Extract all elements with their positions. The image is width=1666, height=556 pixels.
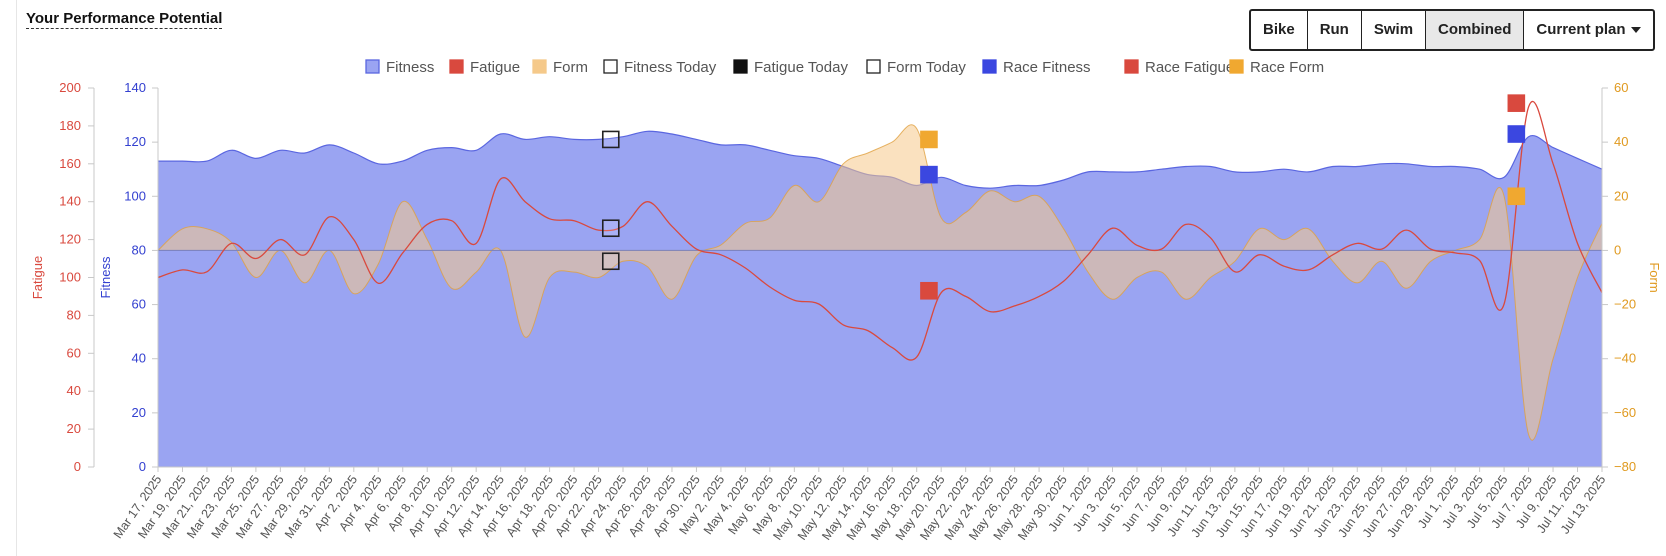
legend-item-form-today: Form Today bbox=[887, 59, 966, 76]
run-button[interactable]: Run bbox=[1308, 11, 1362, 49]
fatigue-tick-label: 180 bbox=[59, 118, 81, 133]
form-tick-label: 0 bbox=[1614, 242, 1621, 257]
form-tick-label: 20 bbox=[1614, 188, 1628, 203]
combined-button[interactable]: Combined bbox=[1426, 11, 1525, 49]
race-fitness-marker bbox=[1507, 125, 1526, 143]
legend-item-race-form: Race Form bbox=[1250, 59, 1324, 76]
fatigue-tick-label: 20 bbox=[67, 421, 81, 436]
form-axis-title: Form bbox=[1647, 262, 1662, 292]
fatigue-tick-label: 100 bbox=[59, 270, 81, 285]
fitness-tick-label: 140 bbox=[124, 80, 146, 95]
form-tick-label: −40 bbox=[1614, 351, 1636, 366]
fatigue-tick-label: 80 bbox=[67, 307, 81, 322]
form-tick-label: −60 bbox=[1614, 405, 1636, 420]
page-title: Your Performance Potential bbox=[26, 10, 223, 29]
fitness-tick-label: 80 bbox=[132, 242, 146, 257]
swim-button-label: Swim bbox=[1373, 21, 1414, 38]
legend-item-fatigue-today: Fatigue Today bbox=[754, 59, 848, 76]
race-fitness-marker bbox=[920, 165, 938, 184]
plan-dropdown-label: Current plan bbox=[1536, 21, 1626, 38]
legend-swatch-fitness-today bbox=[603, 59, 618, 74]
race-form-marker bbox=[920, 130, 938, 149]
fitness-tick-label: 100 bbox=[124, 188, 146, 203]
legend-item-race-fatigue: Race Fatigue bbox=[1145, 59, 1234, 76]
fatigue-tick-label: 0 bbox=[74, 459, 81, 474]
legend-swatch-race-form bbox=[1229, 59, 1244, 74]
chevron-down-icon bbox=[1630, 27, 1641, 34]
sport-filter-group: Bike Run Swim Combined Current plan bbox=[1249, 9, 1655, 51]
fitness-today-marker bbox=[601, 130, 620, 149]
legend-swatch-fitness bbox=[365, 59, 380, 74]
form-line bbox=[157, 124, 1603, 441]
race-fatigue-marker bbox=[920, 281, 938, 300]
combined-button-label: Combined bbox=[1438, 21, 1512, 38]
form-tick-label: 40 bbox=[1614, 134, 1628, 149]
form-tick-label: −20 bbox=[1614, 297, 1636, 312]
panel-border bbox=[16, 0, 17, 556]
fatigue-tick-label: 200 bbox=[59, 80, 81, 95]
fatigue-line bbox=[157, 100, 1603, 361]
fitness-tick-label: 40 bbox=[132, 351, 146, 366]
legend-item-form: Form bbox=[553, 59, 588, 76]
fatigue-axis-title: Fatigue bbox=[30, 256, 45, 299]
bike-button-label: Bike bbox=[1263, 21, 1295, 38]
legend-item-race-fitness: Race Fitness bbox=[1003, 59, 1091, 76]
fitness-tick-label: 60 bbox=[132, 297, 146, 312]
fitness-tick-label: 120 bbox=[124, 134, 146, 149]
legend-swatch-form-today bbox=[866, 59, 881, 74]
form-tick-label: 60 bbox=[1614, 80, 1628, 95]
legend-swatch-fatigue bbox=[449, 59, 464, 74]
race-fatigue-marker bbox=[1507, 94, 1526, 112]
run-button-label: Run bbox=[1319, 21, 1349, 38]
legend-swatch-race-fitness bbox=[982, 59, 997, 74]
fitness-area bbox=[158, 131, 1602, 468]
legend-swatch-race-fatigue bbox=[1124, 59, 1139, 74]
legend-item-fitness-today: Fitness Today bbox=[624, 59, 717, 76]
fitness-tick-label: 0 bbox=[139, 459, 146, 474]
fatigue-tick-label: 40 bbox=[67, 383, 81, 398]
legend-swatch-fatigue-today bbox=[733, 59, 748, 74]
legend-item-fitness: Fitness bbox=[386, 59, 434, 76]
fitness-axis-title: Fitness bbox=[98, 256, 113, 298]
fatigue-tick-label: 60 bbox=[67, 345, 81, 360]
fatigue-today-marker bbox=[601, 219, 620, 238]
race-form-marker bbox=[1507, 187, 1526, 206]
fatigue-tick-label: 120 bbox=[59, 232, 81, 247]
legend-item-fatigue: Fatigue bbox=[470, 59, 520, 76]
fatigue-tick-label: 140 bbox=[59, 194, 81, 209]
fitness-tick-label: 20 bbox=[132, 405, 146, 420]
fatigue-tick-label: 160 bbox=[59, 156, 81, 171]
form-tick-label: −80 bbox=[1614, 459, 1636, 474]
legend-swatch-form bbox=[532, 59, 547, 74]
swim-button[interactable]: Swim bbox=[1362, 11, 1427, 49]
form-today-marker bbox=[601, 252, 620, 271]
plan-dropdown[interactable]: Current plan bbox=[1524, 11, 1652, 49]
bike-button[interactable]: Bike bbox=[1251, 11, 1308, 49]
